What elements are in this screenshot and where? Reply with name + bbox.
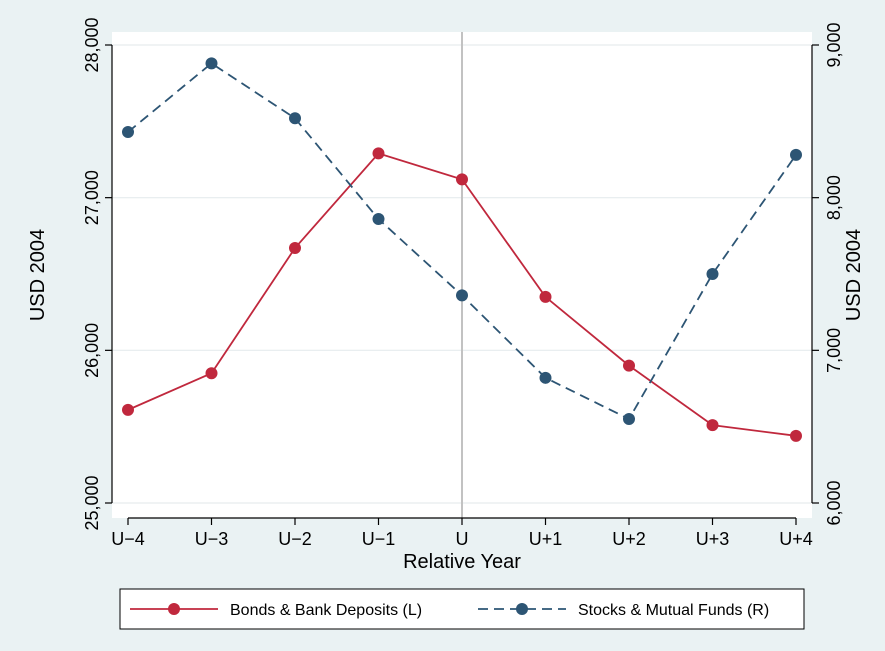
series-1-point <box>539 371 552 384</box>
series-1-point <box>790 148 802 161</box>
series-1-point <box>205 57 218 70</box>
series-1-point <box>706 268 719 280</box>
x-tick-label: U <box>456 529 469 549</box>
y-axis-left-title: USD 2004 <box>27 229 49 321</box>
legend-marker-1 <box>516 603 528 615</box>
y-right-tick-label: 6,000 <box>824 480 844 525</box>
series-1-point <box>289 112 301 125</box>
x-tick-label: U−3 <box>195 529 229 549</box>
series-0-point <box>122 403 134 416</box>
y-right-tick-label: 7,000 <box>824 328 844 373</box>
axes: 25,000 26,000 27,000 28,000 6,000 7,000 8,000 9… <box>82 17 844 549</box>
y-right-tick-label: 9,000 <box>824 22 844 67</box>
x-axis-title: Relative Year <box>403 551 521 573</box>
series-0-point <box>456 173 468 186</box>
x-tick-label: U+2 <box>612 529 646 549</box>
series-1-point <box>372 213 385 226</box>
x-tick-label: U+1 <box>529 529 563 549</box>
legend-marker-0 <box>168 603 180 615</box>
y-left-tick-label: 26,000 <box>82 323 102 378</box>
legend: Bonds & Bank Deposits (L) Stocks & Mutual… <box>119 588 805 630</box>
y-left-tick-label: 25,000 <box>82 475 102 530</box>
series-group <box>122 57 802 442</box>
y-left-tick-label: 27,000 <box>82 170 102 225</box>
series-0-point <box>790 429 802 442</box>
y-right-tick-label: 8,000 <box>824 175 844 220</box>
legend-label-1: Stocks & Mutual Funds (R) <box>578 602 769 619</box>
x-tick-label: U+4 <box>779 529 813 549</box>
x-tick-label: U+3 <box>696 529 730 549</box>
x-tick-label: U−4 <box>111 529 145 549</box>
series-1-point <box>623 413 635 426</box>
legend-box <box>119 588 805 630</box>
x-tick-label: U−2 <box>278 529 312 549</box>
x-tick-label: U−1 <box>362 529 396 549</box>
series-0-point <box>623 359 635 372</box>
series-1-point <box>456 289 468 302</box>
series-0-point <box>205 367 218 380</box>
series-0-point <box>539 290 552 303</box>
series-0-point <box>706 419 719 432</box>
series-1-point <box>122 126 134 139</box>
series-0-point <box>289 242 301 255</box>
legend-label-0: Bonds & Bank Deposits (L) <box>230 602 422 619</box>
series-0-point <box>372 147 385 160</box>
y-axis-right-title: USD 2004 <box>843 229 865 321</box>
y-left-tick-label: 28,000 <box>82 17 102 72</box>
